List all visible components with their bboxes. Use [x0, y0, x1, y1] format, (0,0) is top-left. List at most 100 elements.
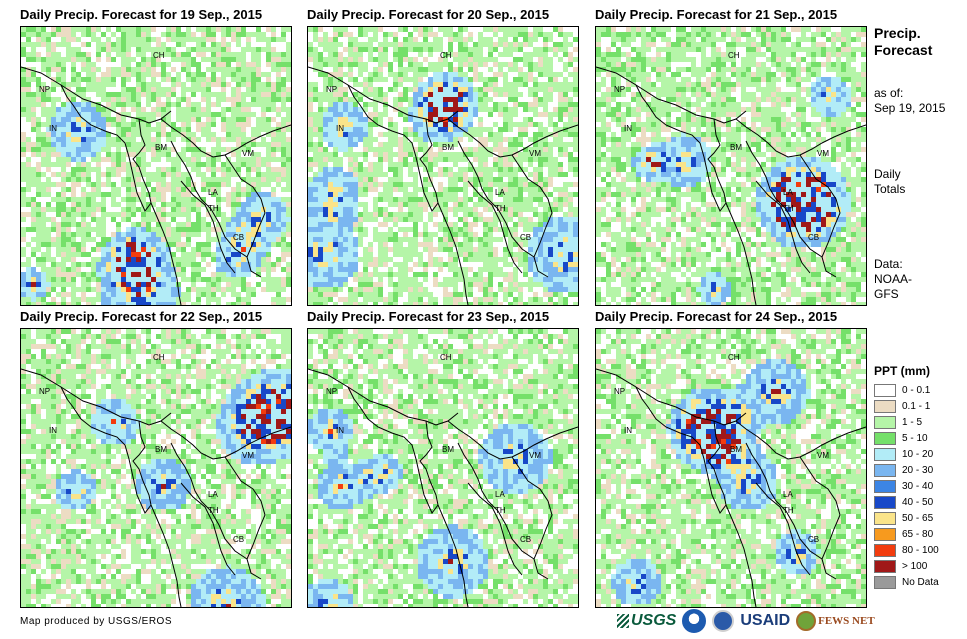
usaid-wordmark: USAID — [740, 612, 791, 629]
country-label-in: IN — [49, 124, 57, 133]
country-label-in: IN — [336, 426, 344, 435]
country-border — [150, 202, 182, 305]
country-label-th: TH — [495, 506, 506, 515]
country-label-np: NP — [326, 85, 337, 94]
legend-rows: 0 - 0.1 0.1 - 1 1 - 5 5 - 10 10 - 20 20 - 30 3… — [874, 382, 966, 590]
country-label-cb: CB — [520, 233, 531, 242]
country-label-vm: VM — [817, 149, 829, 158]
precip-grid: CH NP IN BM LA VM TH CB — [596, 27, 866, 305]
country-border — [745, 442, 823, 560]
country-label-vm: VM — [817, 451, 829, 460]
legend-item: No Data — [874, 574, 966, 590]
country-border — [21, 368, 172, 426]
map-panel-sep-20: Daily Precip. Forecast for 20 Sep., 2015… — [307, 6, 579, 306]
country-border — [799, 456, 841, 580]
panel-title: Daily Precip. Forecast for 24 Sep., 2015 — [595, 309, 838, 324]
country-border — [21, 66, 172, 124]
country-label-ch: CH — [440, 51, 452, 60]
country-label-bm: BM — [442, 143, 454, 152]
data-line1: Data: — [874, 257, 903, 271]
legend-label: 0.1 - 1 — [902, 400, 931, 412]
country-border — [467, 482, 523, 576]
legend-item: 1 - 5 — [874, 414, 966, 430]
as-of-value: Sep 19, 2015 — [874, 101, 946, 115]
sidebar-title-line1: Precip. — [874, 25, 921, 41]
usgs-logo: USGS — [617, 612, 676, 630]
country-border — [437, 202, 469, 305]
legend-item: 30 - 40 — [874, 478, 966, 494]
panel-title: Daily Precip. Forecast for 21 Sep., 2015 — [595, 7, 838, 22]
legend-swatch — [874, 383, 896, 397]
legend-item: > 100 — [874, 558, 966, 574]
country-label-ch: CH — [728, 51, 740, 60]
legend-label: 80 - 100 — [902, 544, 939, 556]
legend-label: 0 - 0.1 — [902, 384, 931, 396]
country-label-th: TH — [495, 204, 506, 213]
map-panel-sep-24: Daily Precip. Forecast for 24 Sep., 2015… — [595, 308, 867, 608]
as-of-date: as of: Sep 19, 2015 — [874, 86, 964, 116]
legend-item: 40 - 50 — [874, 494, 966, 510]
country-border — [596, 66, 747, 124]
precip-map: CH NP IN BM LA VM TH CB — [307, 328, 579, 608]
country-label-la: LA — [208, 490, 218, 499]
country-label-in: IN — [336, 124, 344, 133]
country-label-np: NP — [326, 387, 337, 396]
country-border — [419, 420, 439, 506]
country-label-np: NP — [39, 85, 50, 94]
legend-swatch — [874, 527, 896, 541]
country-label-np: NP — [39, 387, 50, 396]
panel-title: Daily Precip. Forecast for 20 Sep., 2015 — [307, 7, 550, 22]
country-border — [635, 84, 727, 212]
country-border — [224, 456, 266, 580]
legend-item: 0.1 - 1 — [874, 398, 966, 414]
country-label-in: IN — [624, 124, 632, 133]
legend-label: 50 - 65 — [902, 512, 934, 524]
country-border — [132, 420, 152, 506]
country-border — [755, 180, 811, 274]
usgs-wave-icon — [617, 614, 629, 628]
country-border — [60, 386, 152, 514]
legend-item: 0 - 0.1 — [874, 382, 966, 398]
country-label-cb: CB — [233, 233, 244, 242]
fews-wordmark: FEWS NET — [818, 615, 875, 627]
country-label-th: TH — [783, 506, 794, 515]
country-label-ch: CH — [153, 51, 165, 60]
country-border — [60, 84, 152, 212]
country-label-la: LA — [783, 188, 793, 197]
legend-label: 30 - 40 — [902, 480, 934, 492]
country-border — [447, 420, 578, 460]
country-label-cb: CB — [520, 535, 531, 544]
country-border — [511, 456, 553, 580]
country-border — [735, 118, 866, 158]
country-label-vm: VM — [242, 149, 254, 158]
country-label-in: IN — [624, 426, 632, 435]
country-border — [707, 118, 727, 204]
precip-grid: CH NP IN BM LA VM TH CB — [21, 329, 291, 607]
country-border — [735, 420, 866, 460]
country-border — [419, 118, 439, 204]
partner-logos: USGS USAID FEWS NET — [617, 606, 881, 636]
precip-map: CH NP IN BM LA VM TH CB — [595, 26, 867, 306]
as-of-label: as of: — [874, 86, 904, 100]
precip-grid: CH NP IN BM LA VM TH CB — [21, 27, 291, 305]
country-border — [180, 482, 236, 576]
country-border — [347, 84, 439, 212]
country-border — [725, 202, 757, 305]
country-label-la: LA — [495, 490, 505, 499]
country-label-ch: CH — [153, 353, 165, 362]
totals-line1: Daily — [874, 167, 901, 181]
daily-totals-note: Daily Totals — [874, 167, 964, 197]
country-label-bm: BM — [730, 143, 742, 152]
legend-swatch — [874, 463, 896, 477]
noaa-seal-icon — [682, 609, 707, 633]
panel-title: Daily Precip. Forecast for 19 Sep., 2015 — [20, 7, 263, 22]
legend-item: 10 - 20 — [874, 446, 966, 462]
country-border — [707, 420, 727, 506]
map-credit: Map produced by USGS/EROS — [20, 616, 173, 627]
precip-map: CH NP IN BM LA VM TH CB — [595, 328, 867, 608]
sidebar-title: Precip. Forecast — [874, 25, 964, 59]
fews-net-logo: FEWS NET — [796, 611, 875, 631]
country-label-ch: CH — [728, 353, 740, 362]
legend-item: 20 - 30 — [874, 462, 966, 478]
legend-item: 50 - 65 — [874, 510, 966, 526]
